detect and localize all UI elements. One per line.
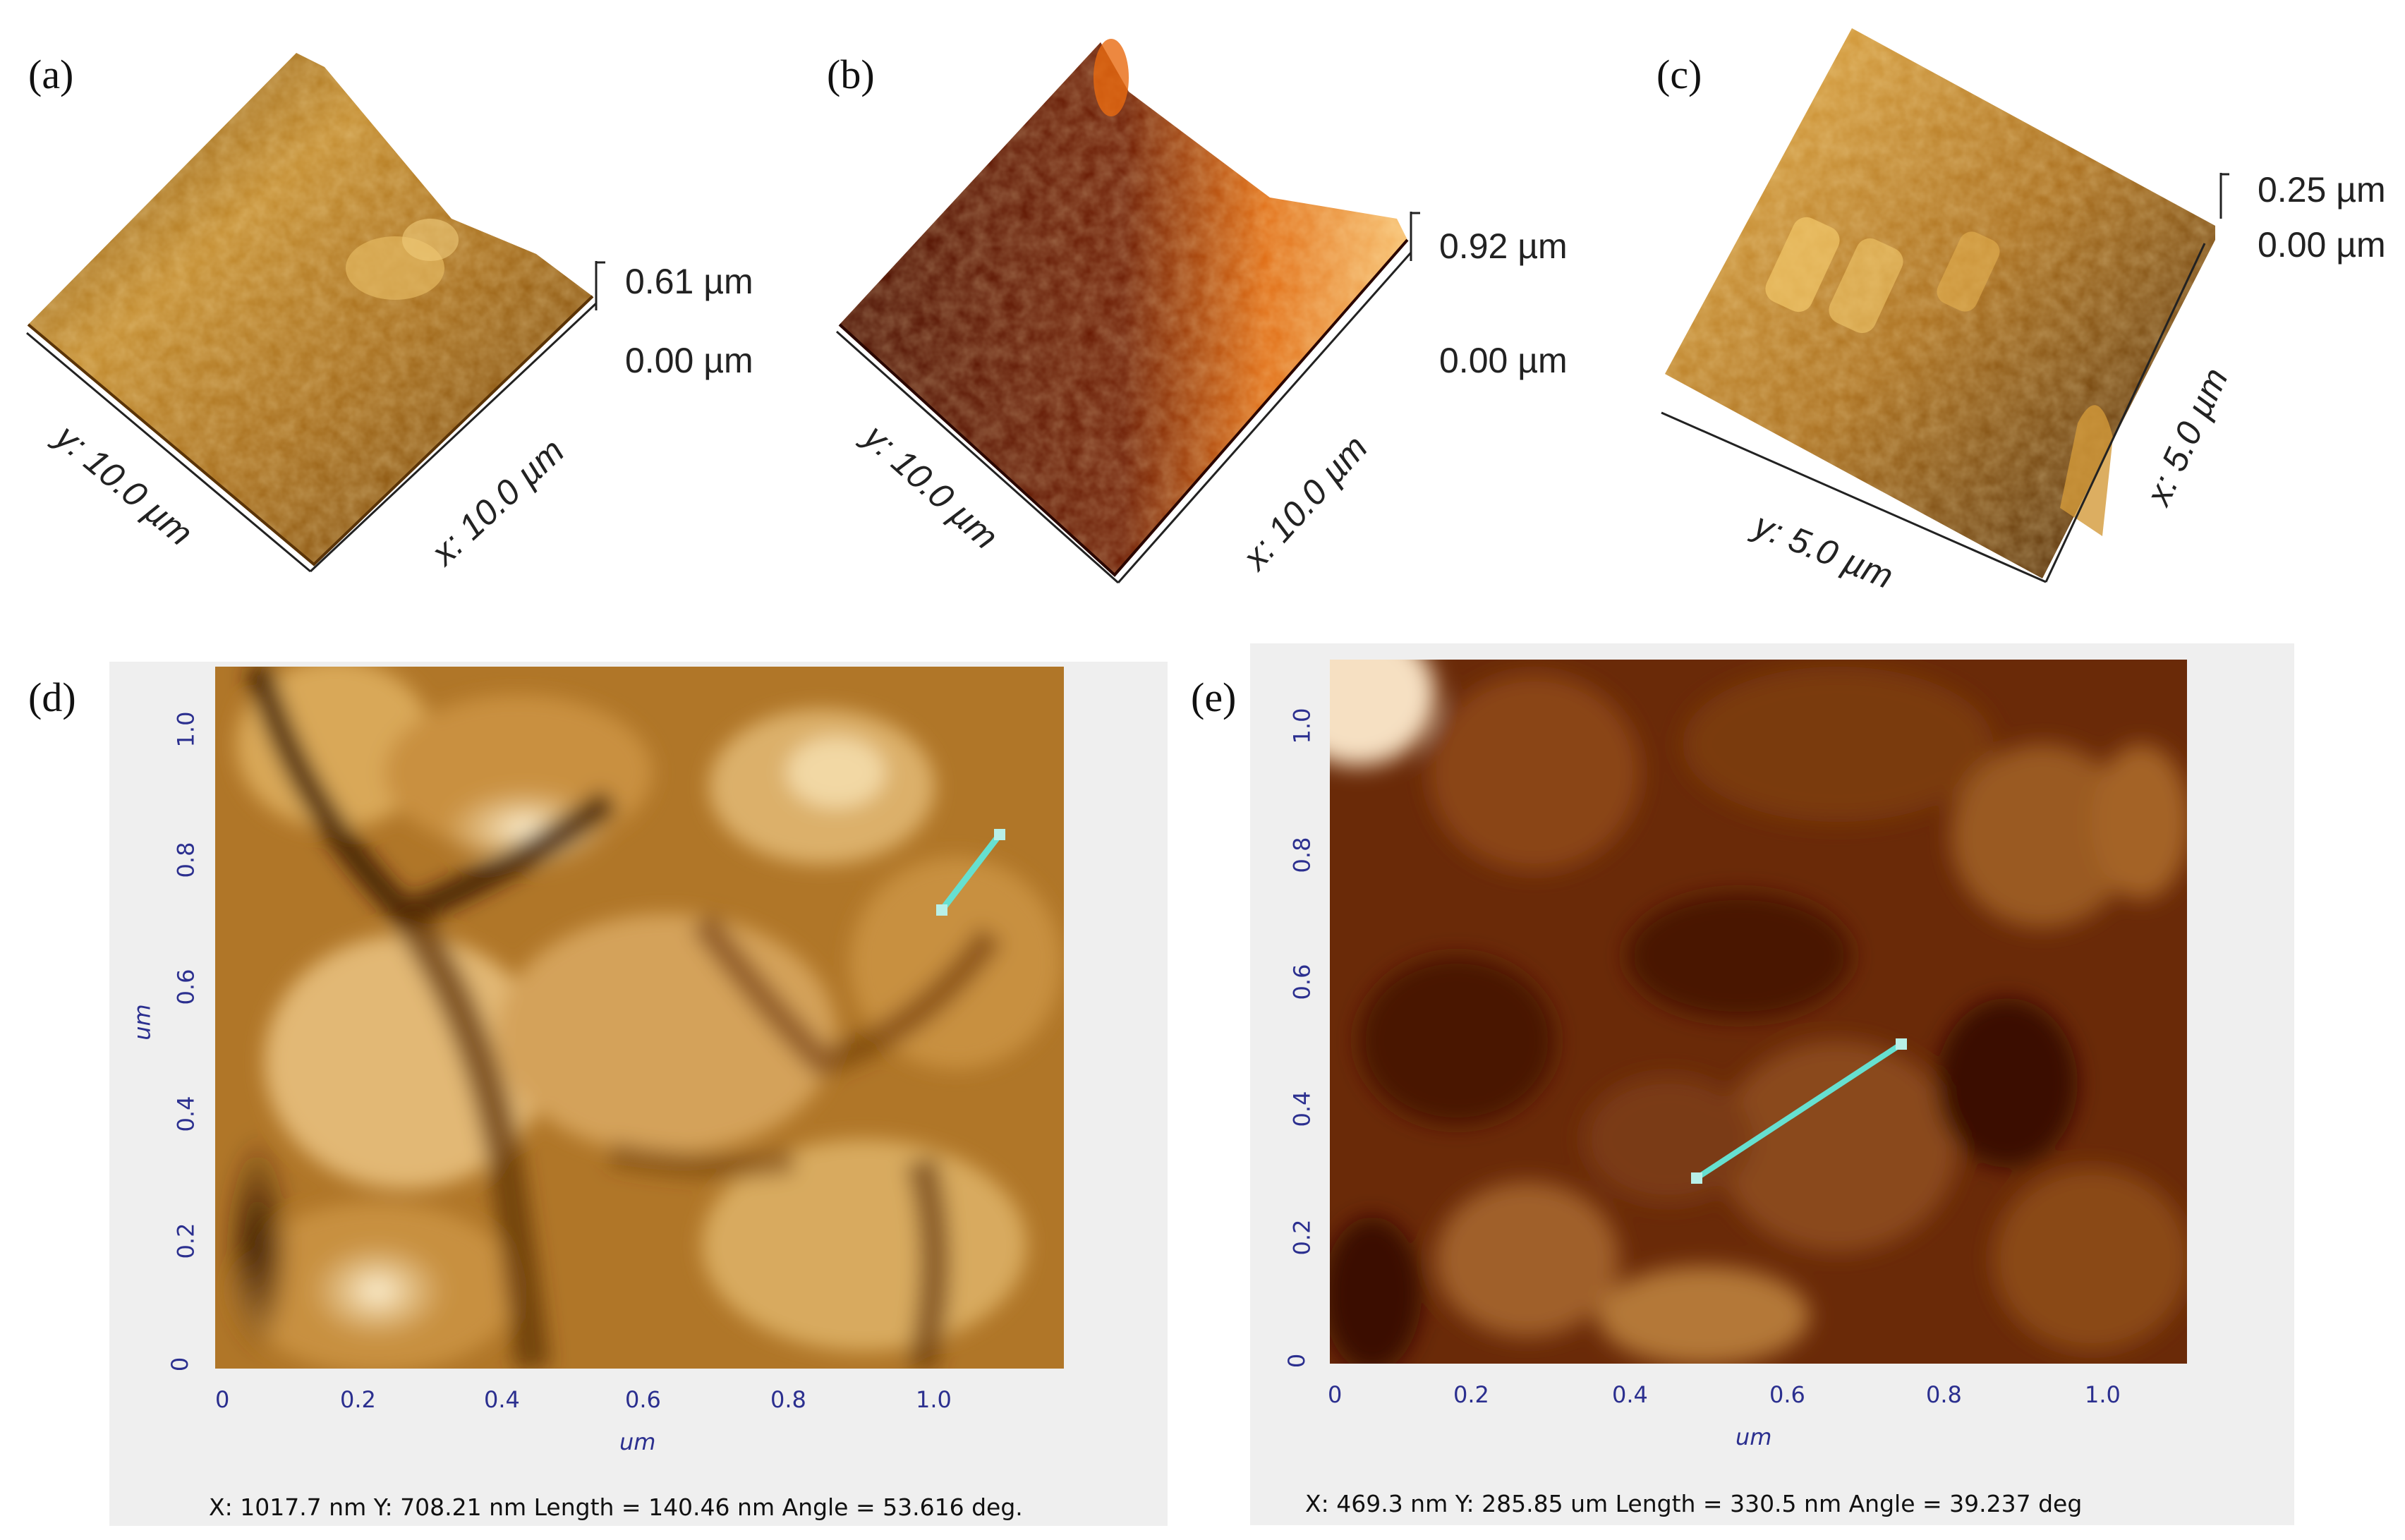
y-tick-d-0: 0 (166, 1357, 194, 1372)
y-tick-d-2: 0.4 (172, 1096, 200, 1132)
y-tick-e-2: 0.4 (1288, 1091, 1316, 1127)
afm-image-e (1330, 660, 2187, 1364)
panel-label-a: (a) (28, 51, 74, 97)
x-tick-e-2: 0.4 (1612, 1381, 1648, 1408)
z-max-a: 0.61 µm (625, 262, 753, 301)
y-unit-d: um (128, 1004, 156, 1041)
x-tick-e-3: 0.6 (1769, 1381, 1805, 1408)
y-tick-d-1: 0.2 (172, 1223, 200, 1259)
x-unit-d: um (619, 1429, 656, 1455)
panel-label-b: (b) (827, 51, 875, 97)
x-tick-d-0: 0 (215, 1386, 230, 1413)
z-max-b: 0.92 µm (1439, 226, 1568, 266)
surface-c (1661, 28, 2229, 583)
y-tick-e-3: 0.6 (1288, 964, 1316, 1000)
y-tick-d-5: 1.0 (172, 711, 200, 748)
y-tick-e-1: 0.2 (1288, 1219, 1316, 1256)
panel-label-d: (d) (28, 674, 76, 720)
y-tick-e-0: 0 (1283, 1353, 1311, 1369)
y-tick-d-4: 0.8 (172, 842, 200, 878)
x-tick-e-4: 0.8 (1926, 1381, 1962, 1408)
x-tick-e-5: 1.0 (2085, 1381, 2121, 1408)
panel-label-c: (c) (1656, 51, 1702, 97)
afm-image-d (215, 667, 1064, 1369)
y-tick-e-5: 1.0 (1288, 708, 1316, 744)
panel-label-e: (e) (1191, 674, 1237, 720)
status-bar-e: X: 469.3 nm Y: 285.85 um Length = 330.5 … (1305, 1490, 2083, 1517)
z-min-b: 0.00 µm (1439, 341, 1568, 380)
z-min-c: 0.00 µm (2258, 225, 2386, 265)
x-tick-e-0: 0 (1328, 1381, 1343, 1408)
z-min-a: 0.00 µm (625, 341, 753, 380)
x-tick-d-3: 0.6 (625, 1386, 661, 1413)
surface-a (26, 53, 605, 573)
surface-b (836, 39, 1420, 584)
y-tick-e-4: 0.8 (1288, 837, 1316, 873)
x-tick-e-1: 0.2 (1453, 1381, 1489, 1408)
x-tick-d-5: 1.0 (916, 1386, 952, 1413)
surface-plots-3d (26, 28, 2229, 584)
y-tick-d-3: 0.6 (172, 969, 200, 1005)
measure-line-d (939, 832, 1002, 912)
z-max-c: 0.25 µm (2258, 170, 2386, 210)
x-tick-d-4: 0.8 (770, 1386, 806, 1413)
measure-line-e (1695, 1041, 1903, 1181)
x-tick-d-1: 0.2 (340, 1386, 376, 1413)
x-tick-d-2: 0.4 (484, 1386, 520, 1413)
status-bar-d: X: 1017.7 nm Y: 708.21 nm Length = 140.4… (209, 1493, 1023, 1521)
x-unit-e: um (1735, 1424, 1772, 1450)
